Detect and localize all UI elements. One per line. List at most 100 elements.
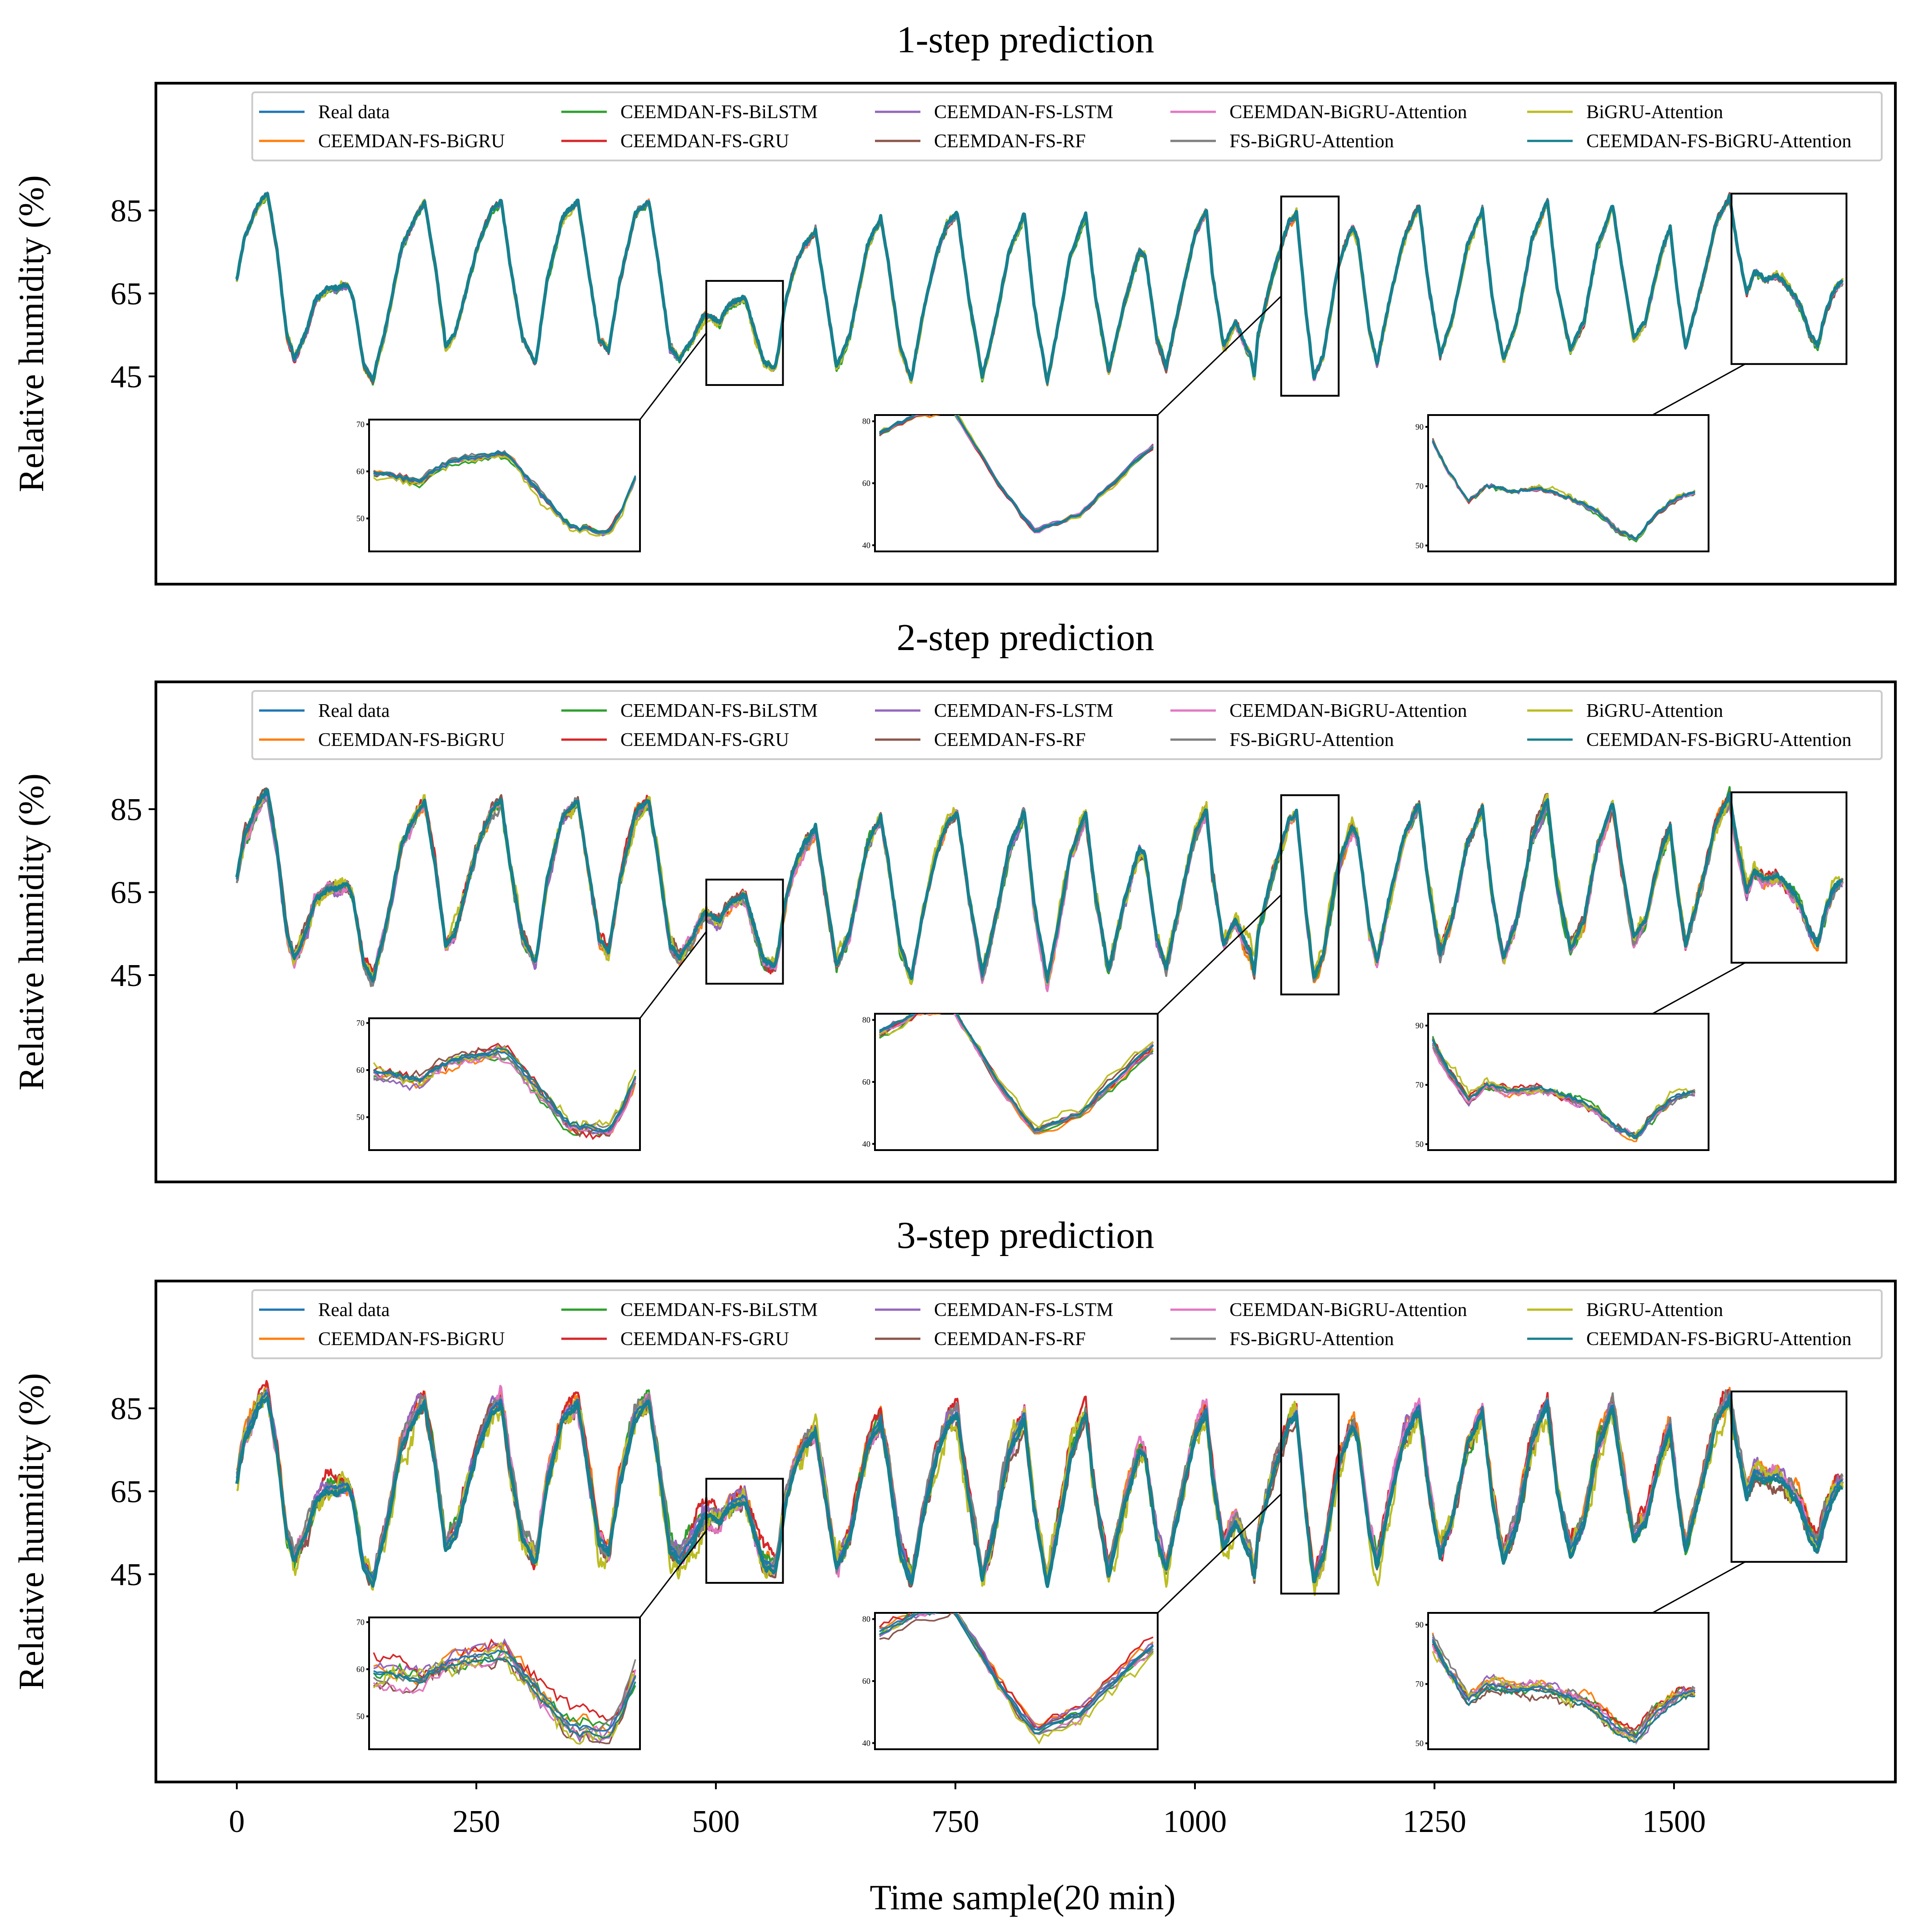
- series-line-ceemdan-bigru-attention: [235, 795, 1844, 992]
- series-line-ceemdan-fs-bigru: [235, 1385, 1844, 1582]
- zoom-window: [1730, 192, 1848, 365]
- legend-label: CEEMDAN-BiGRU-Attention: [1229, 1300, 1467, 1321]
- panel-3: 3-step prediction Relative humidity (%) 45…: [11, 1214, 1897, 1839]
- series-line-ceemdan-fs-bigru-attention: [235, 788, 1844, 983]
- inset-series-ceemdan-fs-bigru-attention: [1432, 440, 1695, 540]
- y-tick-label: 85: [110, 194, 142, 229]
- inset-series-ceemdan-fs-bigru-attention: [1432, 1038, 1695, 1138]
- panel-2: 2-step prediction Relative humidity (%) 45…: [11, 616, 1897, 1183]
- series-line-ceemdan-bigru-attention: [235, 1385, 1844, 1587]
- legend-label: CEEMDAN-FS-BiGRU: [318, 1329, 505, 1350]
- inset-lines: [1432, 1036, 1696, 1142]
- legend-label: CEEMDAN-BiGRU-Attention: [1229, 102, 1467, 123]
- y-tick-label: 65: [110, 277, 142, 312]
- inset-tick-label: 40: [862, 1738, 870, 1747]
- legend-label: CEEMDAN-FS-LSTM: [934, 1300, 1113, 1321]
- series-line-bigru-attention: [236, 1391, 1844, 1596]
- inset-lines: [879, 1613, 1154, 1745]
- inset-connector: [1157, 295, 1282, 416]
- inset-frame: [1427, 1612, 1709, 1750]
- inset-lines: [373, 1042, 636, 1141]
- legend: Real data CEEMDAN-FS-BiGRU CEEMDAN-FS-BiLS…: [251, 91, 1883, 161]
- legend-label: CEEMDAN-FS-BiLSTM: [620, 701, 818, 721]
- x-tick-label: 250: [453, 1804, 500, 1839]
- y-tick-label: 85: [110, 792, 142, 827]
- x-axis-label: Time sample(20 min): [870, 1877, 1175, 1917]
- inset-series-bigru-attention: [879, 1014, 1154, 1129]
- x-tick-label: 750: [932, 1804, 979, 1839]
- inset-tick-label: 40: [862, 1139, 870, 1148]
- x-tick-label: 1000: [1163, 1804, 1227, 1839]
- inset-series-ceemdan-fs-rf: [373, 1656, 636, 1745]
- y-tick-label: 65: [110, 1475, 142, 1510]
- inset-series-real-data: [373, 451, 636, 534]
- inset-frame: [1427, 1013, 1709, 1151]
- inset-1: 70 60 50: [356, 1017, 641, 1151]
- inset-tick-label: 50: [356, 1113, 365, 1122]
- inset-frame: [874, 1013, 1159, 1151]
- inset-series-ceemdan-fs-bigru: [1432, 1632, 1695, 1738]
- legend-label: CEEMDAN-FS-BiLSTM: [620, 1300, 818, 1321]
- legend-label: FS-BiGRU-Attention: [1229, 730, 1394, 751]
- y-tick-label: 45: [110, 360, 142, 395]
- inset-tick-label: 60: [356, 1066, 365, 1075]
- inset-series-ceemdan-fs-bigru-attention: [373, 450, 636, 532]
- legend-label: Real data: [318, 701, 390, 721]
- legend-box: [251, 1289, 1883, 1359]
- series-line-ceemdan-fs-rf: [235, 192, 1844, 385]
- inset-connector: [639, 1530, 707, 1618]
- series-line-ceemdan-fs-bigru: [235, 194, 1844, 387]
- inset-2: 80 60 40: [862, 414, 1159, 552]
- legend-label: BiGRU-Attention: [1586, 701, 1723, 721]
- plot-frame: [155, 82, 1897, 586]
- panels-layer: 1-step prediction Relative humidity (%) 45…: [11, 19, 1897, 1839]
- series-line-ceemdan-fs-bigru-attention: [235, 192, 1844, 384]
- legend-label: CEEMDAN-FS-GRU: [620, 730, 789, 751]
- legend-label: CEEMDAN-FS-BiLSTM: [620, 102, 818, 123]
- y-axis-label: Relative humidity (%): [11, 175, 51, 492]
- inset-connector: [1157, 894, 1282, 1015]
- inset-3: 90 70 50: [1415, 1612, 1709, 1750]
- inset-tick-label: 80: [862, 1016, 870, 1025]
- inset-tick-label: 50: [1415, 541, 1424, 550]
- series-line-ceemdan-fs-bigru-attention: [235, 1396, 1844, 1588]
- x-tick-label: 1500: [1642, 1804, 1706, 1839]
- legend-label: CEEMDAN-FS-RF: [934, 131, 1086, 152]
- panel-title: 1-step prediction: [897, 19, 1154, 61]
- x-tick-label: 500: [692, 1804, 740, 1839]
- legend-label: CEEMDAN-FS-BiGRU: [318, 131, 505, 152]
- inset-series-fs-bigru-attention: [879, 1613, 1154, 1736]
- legend-label: CEEMDAN-FS-BiGRU-Attention: [1586, 730, 1851, 751]
- inset-1: 70 60 50: [356, 419, 641, 552]
- inset-lines: [373, 1638, 636, 1745]
- legend-label: Real data: [318, 102, 390, 123]
- series-line-bigru-attention: [235, 195, 1844, 385]
- y-tick-label: 65: [110, 876, 142, 911]
- inset-tick-label: 70: [1415, 1680, 1424, 1689]
- legend-label: CEEMDAN-FS-LSTM: [934, 102, 1113, 123]
- inset-tick-label: 40: [862, 541, 870, 550]
- inset-series-real-data: [373, 1050, 636, 1133]
- inset-connector: [1652, 962, 1746, 1015]
- zoom-window: [1280, 195, 1340, 397]
- inset-tick-label: 80: [862, 1615, 870, 1624]
- inset-series-ceemdan-fs-bigru-attention: [879, 1613, 1154, 1734]
- x-tick-label: 0: [229, 1804, 245, 1839]
- inset-2: 80 60 40: [862, 1013, 1159, 1151]
- x-tick-label: 1250: [1403, 1804, 1466, 1839]
- inset-tick-label: 50: [1415, 1739, 1424, 1748]
- inset-tick-label: 50: [356, 1712, 365, 1721]
- inset-connector: [1157, 1493, 1282, 1614]
- series-line-ceemdan-fs-lstm: [235, 1387, 1844, 1584]
- inset-series-ceemdan-fs-bigru-attention: [879, 1014, 1154, 1131]
- panel-title: 3-step prediction: [897, 1214, 1154, 1256]
- series-line-ceemdan-fs-bigru: [236, 791, 1844, 988]
- inset-lines: [373, 450, 636, 537]
- inset-series-ceemdan-fs-bigru-attention: [373, 1658, 636, 1739]
- legend-box: [251, 91, 1883, 161]
- legend-label: CEEMDAN-FS-RF: [934, 1329, 1086, 1350]
- legend-label: CEEMDAN-FS-LSTM: [934, 701, 1113, 721]
- legend-box: [251, 690, 1883, 760]
- legend-label: FS-BiGRU-Attention: [1229, 131, 1394, 152]
